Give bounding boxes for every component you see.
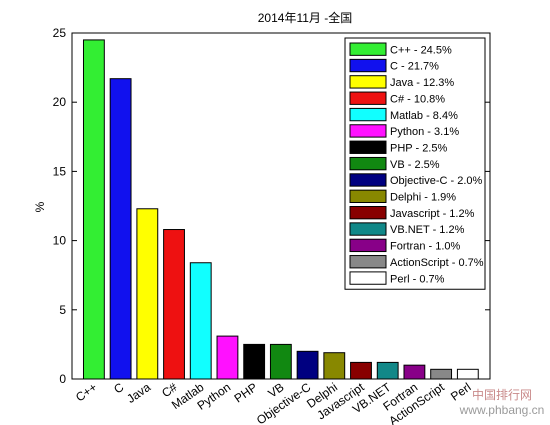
legend-item-label: Objective-C - 2.0%	[390, 175, 483, 187]
legend-item-label: Matlab - 8.4%	[390, 110, 458, 122]
legend-swatch	[349, 189, 387, 203]
x-tick-label: Perl	[448, 380, 474, 404]
bar-matlab	[189, 262, 212, 380]
legend: C++ - 24.5% C - 21.7% Java - 12.3% C# - 10.…	[344, 37, 486, 290]
legend-item-label: C# - 10.8%	[390, 93, 445, 105]
watermark: 中国排行网 www.phbang.cn	[459, 387, 545, 417]
legend-swatch	[349, 238, 387, 253]
legend-item-label: ActionScript - 0.7%	[390, 257, 484, 269]
legend-item-label: Perl - 0.7%	[390, 273, 445, 285]
y-axis-label: %	[33, 201, 47, 212]
bar-python	[216, 335, 239, 380]
chart-title: 2014年11月 -全国	[258, 10, 352, 25]
bar-c-	[82, 39, 105, 380]
y-tick-label: 25	[53, 26, 67, 40]
legend-item-label: C++ - 24.5%	[390, 44, 452, 56]
legend-item-label: VB.NET - 1.2%	[390, 224, 465, 236]
legend-swatch	[349, 140, 387, 154]
legend-swatch	[349, 222, 387, 236]
legend-item-label: PHP - 2.5%	[390, 142, 447, 154]
x-tick-label: C++	[73, 380, 100, 404]
y-tick-label: 10	[53, 234, 67, 248]
y-tick-label: 20	[53, 95, 67, 109]
x-tick-label: PHP	[232, 380, 260, 406]
bar-php	[243, 343, 266, 380]
bar-c-	[163, 229, 185, 380]
bar-vb	[269, 343, 292, 380]
bar-fortran	[403, 364, 426, 380]
legend-item-label: Python - 3.1%	[390, 126, 459, 138]
bar-delphi	[323, 352, 346, 380]
legend-swatch	[349, 156, 387, 171]
watermark-line2: www.phbang.cn	[459, 403, 545, 417]
legend-swatch	[349, 58, 387, 73]
bar-java	[136, 208, 159, 380]
legend-swatch	[349, 206, 387, 220]
legend-item-label: Java - 12.3%	[390, 77, 454, 89]
bar-javascript	[350, 361, 372, 380]
legend-swatch	[349, 107, 387, 122]
legend-swatch	[349, 271, 387, 285]
legend-swatch	[349, 42, 387, 56]
y-tick-label: 15	[53, 164, 67, 178]
legend-item-label: C - 21.7%	[390, 61, 439, 73]
bar-perl	[456, 368, 479, 380]
bar-actionscript	[430, 368, 453, 380]
bar-objective-c	[296, 350, 319, 380]
legend-item-label: Delphi - 1.9%	[390, 192, 456, 204]
bar-vb-net	[376, 361, 399, 380]
bars	[82, 39, 479, 380]
x-tick-label: Objective-C	[254, 380, 314, 425]
legend-item-label: Javascript - 1.2%	[390, 208, 475, 220]
legend-swatch	[349, 75, 387, 89]
watermark-line1: 中国排行网	[472, 387, 532, 402]
x-tick-label: Java	[124, 380, 153, 406]
legend-item-label: VB - 2.5%	[390, 159, 440, 171]
y-tick-label: 5	[59, 303, 66, 317]
legend-swatch	[349, 255, 387, 269]
legend-item-label: Fortran - 1.0%	[390, 241, 461, 253]
legend-swatch	[349, 124, 387, 138]
y-tick-label: 0	[59, 372, 66, 386]
legend-swatch	[349, 91, 387, 105]
bar-c	[109, 78, 132, 380]
legend-swatch	[349, 173, 387, 187]
